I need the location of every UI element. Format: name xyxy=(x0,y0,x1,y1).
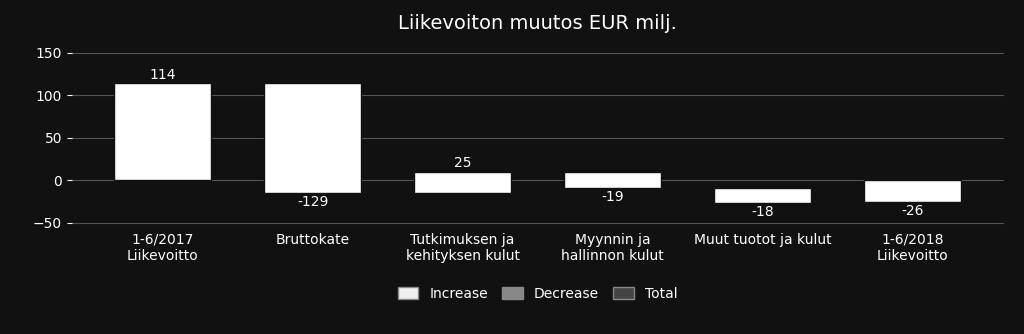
Text: -26: -26 xyxy=(901,204,924,218)
Bar xyxy=(414,172,511,193)
Bar xyxy=(264,84,361,193)
Text: -129: -129 xyxy=(297,195,329,209)
Text: -19: -19 xyxy=(601,190,624,204)
Bar xyxy=(863,180,962,202)
Legend: Increase, Decrease, Total: Increase, Decrease, Total xyxy=(392,281,683,306)
Bar xyxy=(714,188,811,203)
Bar xyxy=(564,172,662,188)
Title: Liikevoiton muutos EUR milj.: Liikevoiton muutos EUR milj. xyxy=(398,14,677,33)
Text: 25: 25 xyxy=(454,156,471,170)
Bar xyxy=(114,84,212,180)
Text: 114: 114 xyxy=(150,68,176,82)
Text: -18: -18 xyxy=(752,205,774,219)
